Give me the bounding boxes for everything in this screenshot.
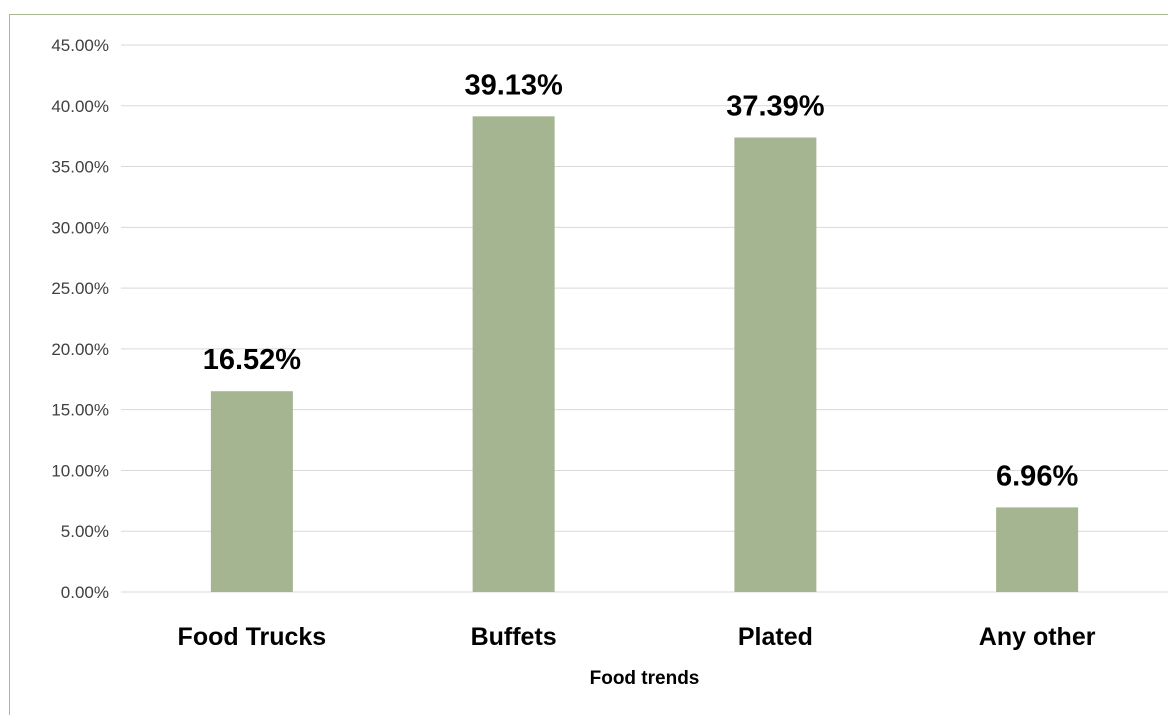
gridlines (121, 44, 1168, 593)
x-axis-title: Food trends (590, 668, 700, 689)
x-axis-category-labels: Food Trucks Buffets Plated Any other (178, 623, 1096, 651)
data-label: 6.96% (996, 460, 1078, 492)
y-tick-label: 15.00% (51, 401, 109, 420)
category-label: Buffets (471, 623, 557, 651)
y-tick-label: 45.00% (51, 36, 109, 55)
data-labels: 16.52% 39.13% 37.39% 6.96% (203, 69, 1079, 492)
y-tick-label: 35.00% (51, 158, 109, 177)
y-tick-label: 5.00% (61, 522, 109, 541)
chart-area: 0.00% 5.00% 10.00% 15.00% 20.00% 25.00% 30.00%… (9, 14, 1168, 715)
data-label: 16.52% (203, 344, 302, 376)
bars (210, 116, 1079, 592)
category-label: Plated (738, 623, 813, 651)
y-tick-label: 10.00% (51, 461, 109, 480)
bar (210, 391, 293, 592)
y-tick-label: 25.00% (51, 279, 109, 298)
data-label: 37.39% (726, 91, 825, 123)
category-label: Any other (979, 623, 1096, 651)
y-tick-label: 0.00% (61, 583, 109, 602)
y-tick-label: 20.00% (51, 340, 109, 359)
bar (734, 137, 817, 592)
category-label: Food Trucks (178, 623, 327, 651)
bar (472, 116, 555, 592)
y-axis-tick-labels: 0.00% 5.00% 10.00% 15.00% 20.00% 25.00% 30.00%… (51, 36, 109, 602)
bar (996, 507, 1079, 592)
data-label: 39.13% (464, 69, 563, 101)
bar-chart: 0.00% 5.00% 10.00% 15.00% 20.00% 25.00% 30.00%… (51, 36, 1168, 689)
y-tick-label: 40.00% (51, 97, 109, 116)
y-tick-label: 30.00% (51, 218, 109, 237)
